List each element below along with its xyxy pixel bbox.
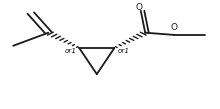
Text: or1: or1 xyxy=(118,48,130,54)
Text: or1: or1 xyxy=(65,48,77,54)
Text: O: O xyxy=(135,3,142,12)
Text: O: O xyxy=(170,23,177,32)
